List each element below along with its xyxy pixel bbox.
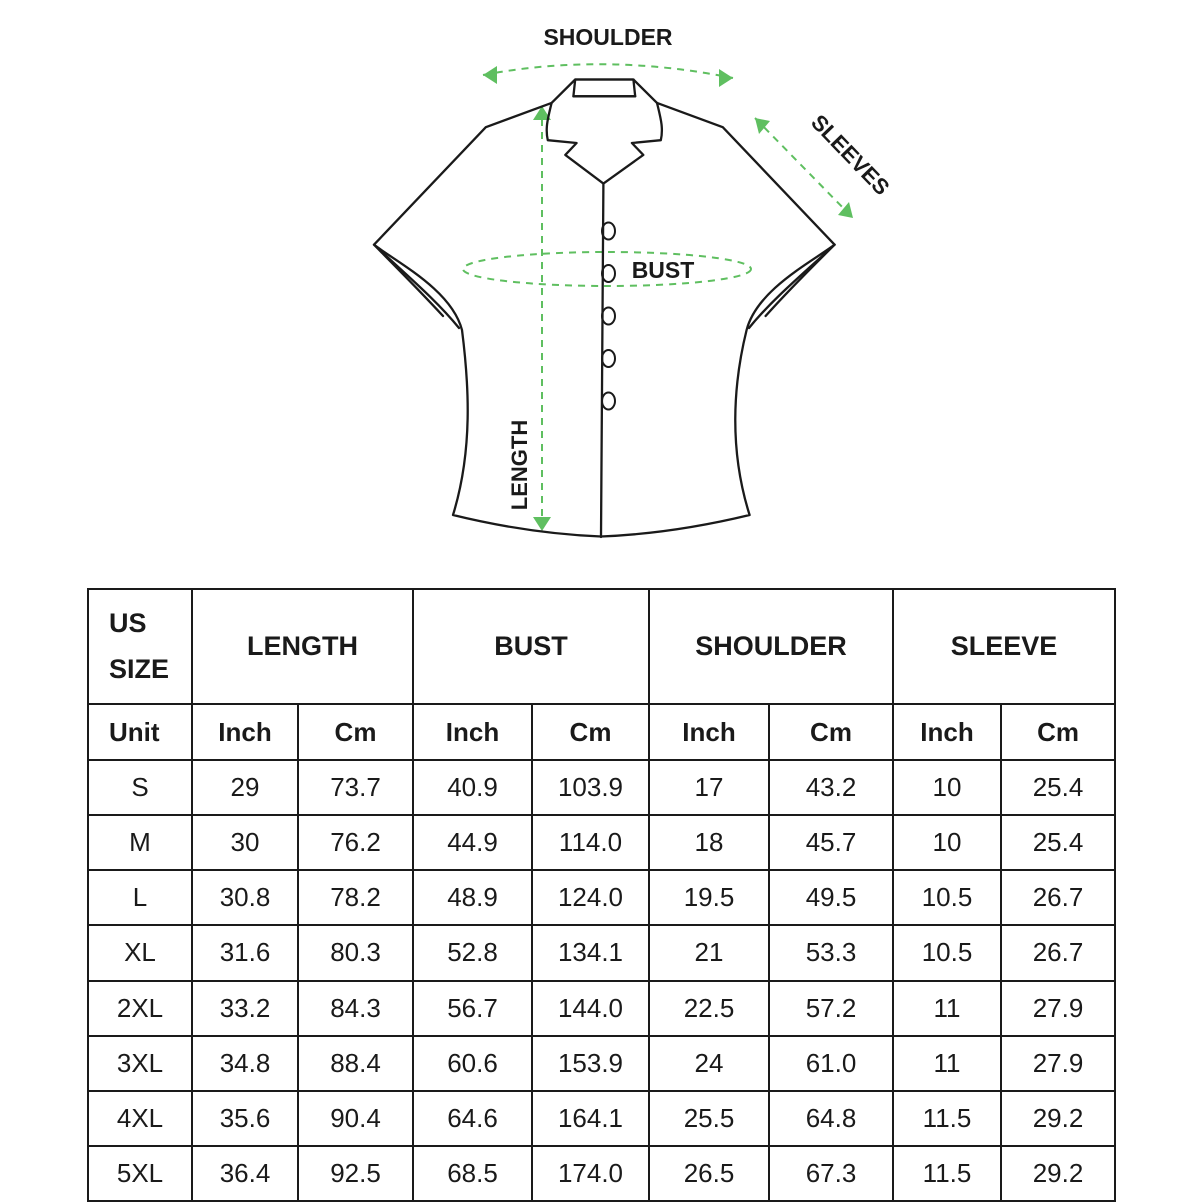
svg-text:SHOULDER: SHOULDER — [543, 24, 672, 50]
svg-text:BUST: BUST — [632, 257, 695, 283]
svg-text:SLEEVES: SLEEVES — [806, 110, 894, 200]
svg-text:LENGTH: LENGTH — [507, 420, 532, 510]
